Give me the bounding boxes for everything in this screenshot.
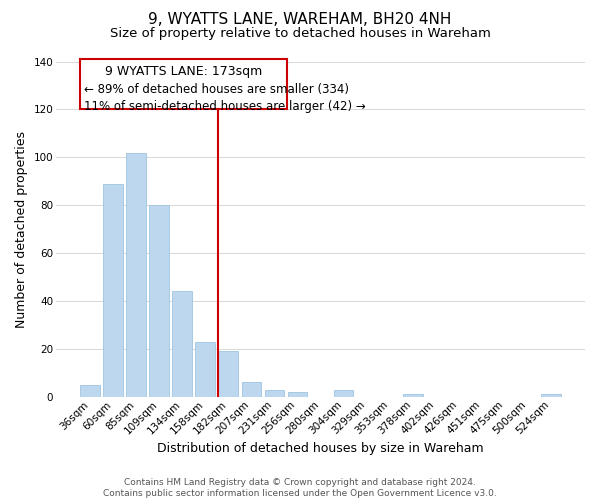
Bar xyxy=(265,390,284,397)
Bar xyxy=(196,342,215,397)
Bar xyxy=(218,352,238,397)
Bar xyxy=(149,205,169,397)
Text: 11% of semi-detached houses are larger (42) →: 11% of semi-detached houses are larger (… xyxy=(84,100,366,113)
FancyBboxPatch shape xyxy=(80,59,287,110)
Bar xyxy=(126,152,146,397)
Text: 9, WYATTS LANE, WAREHAM, BH20 4NH: 9, WYATTS LANE, WAREHAM, BH20 4NH xyxy=(148,12,452,28)
X-axis label: Distribution of detached houses by size in Wareham: Distribution of detached houses by size … xyxy=(157,442,484,455)
Bar xyxy=(403,394,422,397)
Bar xyxy=(334,390,353,397)
Bar xyxy=(541,394,561,397)
Bar xyxy=(242,382,261,397)
Bar xyxy=(103,184,123,397)
Y-axis label: Number of detached properties: Number of detached properties xyxy=(15,130,28,328)
Text: ← 89% of detached houses are smaller (334): ← 89% of detached houses are smaller (33… xyxy=(84,83,349,96)
Text: Contains HM Land Registry data © Crown copyright and database right 2024.
Contai: Contains HM Land Registry data © Crown c… xyxy=(103,478,497,498)
Bar xyxy=(287,392,307,397)
Bar xyxy=(172,292,192,397)
Text: 9 WYATTS LANE: 173sqm: 9 WYATTS LANE: 173sqm xyxy=(105,65,262,78)
Bar xyxy=(80,385,100,397)
Text: Size of property relative to detached houses in Wareham: Size of property relative to detached ho… xyxy=(110,28,490,40)
